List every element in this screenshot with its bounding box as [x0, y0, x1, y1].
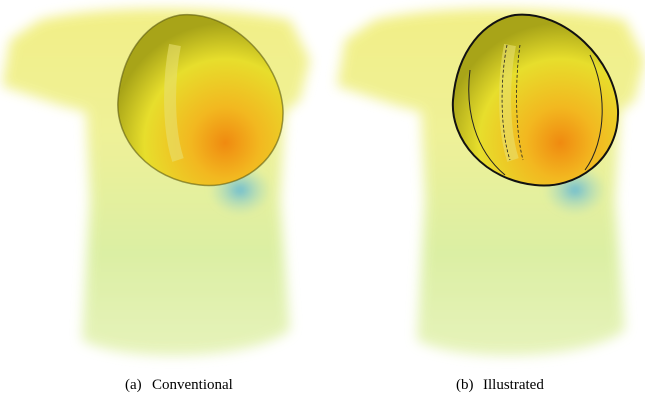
- subfigure-caption: Conventional: [152, 377, 233, 393]
- image-illustrated: [337, 9, 645, 356]
- figure: (a) Conventional (b) Illustrated: [0, 0, 645, 404]
- subfigure-label: (b): [456, 377, 474, 393]
- subfigure-caption: Illustrated: [483, 377, 544, 393]
- image-conventional: [2, 9, 310, 356]
- page: (a) Conventional (b) Illustrated (() => …: [0, 0, 645, 404]
- subfigure-label: (a): [125, 377, 142, 393]
